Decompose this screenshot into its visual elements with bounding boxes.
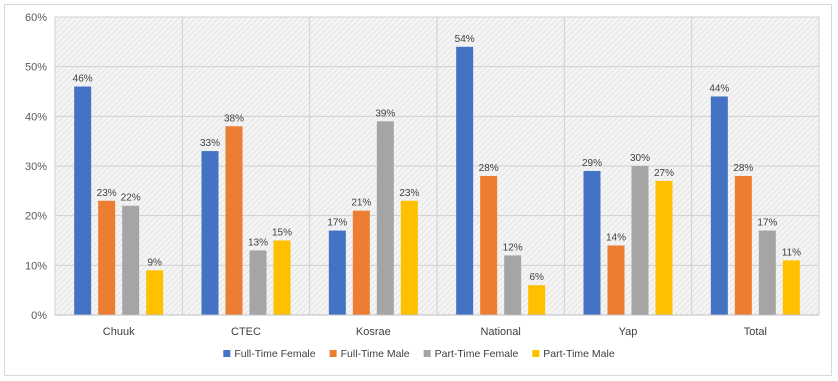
legend: Full-Time Female Full-Time Male Part-Time … (223, 348, 615, 360)
x-tick-label: Kosrae (356, 326, 391, 338)
data-label: 30% (630, 153, 650, 164)
data-label: 28% (733, 163, 753, 174)
data-label: 17% (327, 218, 347, 229)
bar (758, 230, 776, 315)
bar (146, 270, 164, 315)
bars (74, 46, 800, 316)
gridlines (54, 16, 820, 316)
data-label: 17% (757, 218, 777, 229)
data-label: 46% (73, 74, 93, 85)
bar (328, 230, 346, 315)
data-label: 33% (200, 138, 220, 149)
bar (98, 200, 116, 315)
data-label: 54% (455, 34, 475, 45)
legend-swatch (423, 350, 431, 357)
x-tick-label: National (480, 326, 520, 338)
y-tick-label: 50% (25, 62, 47, 74)
bar (225, 126, 243, 316)
bar (376, 121, 394, 315)
legend-swatch (532, 350, 540, 357)
data-label: 11% (782, 247, 801, 258)
legend-item: Full-Time Male (329, 348, 410, 360)
legend-label: Part-Time Male (543, 348, 615, 360)
x-tick-label: Yap (619, 326, 638, 338)
bar (352, 210, 370, 315)
data-label: 23% (97, 188, 117, 199)
data-label: 23% (399, 188, 419, 199)
bar (631, 166, 649, 315)
y-tick-label: 30% (25, 161, 47, 173)
data-label: 9% (147, 257, 162, 268)
data-label: 38% (224, 113, 244, 124)
bar (480, 175, 498, 315)
bar (710, 96, 728, 315)
bar (74, 86, 92, 316)
data-label: 12% (503, 242, 523, 253)
bar (122, 205, 140, 315)
data-label: 13% (248, 237, 268, 248)
bar (504, 255, 522, 315)
bar (249, 250, 267, 315)
data-label: 27% (654, 168, 674, 179)
y-tick-label: 10% (25, 260, 47, 272)
data-label: 22% (121, 193, 141, 204)
legend-item: Part-Time Male (532, 348, 615, 360)
legend-label: Full-Time Female (234, 348, 315, 360)
data-label: 6% (529, 272, 544, 283)
legend-label: Part-Time Female (435, 348, 519, 360)
legend-item: Full-Time Female (223, 348, 316, 360)
y-tick-label: 20% (25, 211, 47, 223)
legend-swatch (329, 350, 337, 357)
x-tick-label: Chuuk (103, 326, 135, 338)
data-label: 39% (375, 108, 395, 119)
bar (201, 151, 219, 315)
data-label: 44% (709, 83, 729, 94)
axes: 0% 10% 20% 30% 40% 50% 60% Chuuk CTEC Kosrae Natio… (25, 12, 819, 338)
bar (607, 245, 625, 315)
bar (273, 240, 291, 315)
bar-chart: 46% 23% 22% 9% 33% 38% 13% 15% 17% 21% 39% 23% 54% 28… (25, 12, 820, 360)
legend-item: Part-Time Female (423, 348, 519, 360)
bar (456, 46, 474, 316)
x-tick-label: Total (744, 326, 767, 338)
legend-label: Full-Time Male (341, 348, 410, 360)
y-tick-label: 60% (25, 12, 47, 24)
data-label: 15% (272, 228, 292, 239)
data-label: 21% (351, 198, 371, 209)
data-label: 29% (582, 158, 602, 169)
bar (583, 170, 601, 315)
data-label: 28% (479, 163, 499, 174)
bar (400, 200, 418, 315)
bar (528, 285, 546, 315)
data-labels: 46% 23% 22% 9% 33% 38% 13% 15% 17% 21% 39% 23% 54% 28… (73, 34, 801, 283)
bar (782, 260, 800, 315)
y-tick-label: 0% (31, 310, 47, 322)
bar (655, 180, 673, 315)
bar (734, 175, 752, 315)
legend-swatch (223, 350, 231, 357)
x-tick-label: CTEC (231, 326, 261, 338)
data-label: 14% (606, 232, 626, 243)
chart-frame: 46% 23% 22% 9% 33% 38% 13% 15% 17% 21% 39% 23% 54% 28… (4, 4, 832, 376)
y-tick-label: 40% (25, 111, 47, 123)
